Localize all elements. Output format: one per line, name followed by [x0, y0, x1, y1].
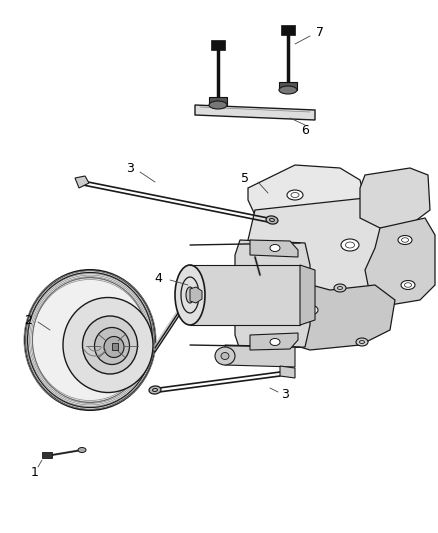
Text: 1: 1: [31, 465, 39, 479]
Ellipse shape: [82, 316, 138, 374]
Ellipse shape: [221, 352, 229, 359]
Polygon shape: [300, 265, 315, 325]
Ellipse shape: [63, 297, 153, 392]
Text: 3: 3: [281, 389, 289, 401]
Text: 2: 2: [24, 313, 32, 327]
Ellipse shape: [287, 190, 303, 200]
Ellipse shape: [398, 236, 412, 245]
Polygon shape: [279, 82, 297, 90]
Ellipse shape: [334, 284, 346, 292]
Polygon shape: [235, 240, 310, 350]
Ellipse shape: [186, 287, 194, 303]
Text: 5: 5: [241, 172, 249, 184]
Polygon shape: [245, 268, 395, 350]
Text: 7: 7: [316, 26, 324, 38]
Ellipse shape: [266, 216, 278, 224]
Polygon shape: [248, 165, 365, 215]
Polygon shape: [250, 333, 298, 350]
Ellipse shape: [356, 338, 368, 346]
Ellipse shape: [302, 305, 318, 315]
Ellipse shape: [25, 270, 155, 410]
Ellipse shape: [149, 386, 161, 394]
Polygon shape: [248, 198, 395, 295]
Polygon shape: [211, 40, 225, 50]
Ellipse shape: [209, 101, 227, 109]
Polygon shape: [112, 343, 118, 350]
Ellipse shape: [270, 245, 280, 252]
Text: 4: 4: [154, 271, 162, 285]
Polygon shape: [190, 265, 300, 325]
Polygon shape: [75, 176, 89, 188]
Ellipse shape: [270, 338, 280, 345]
Polygon shape: [190, 287, 202, 303]
Polygon shape: [225, 345, 295, 367]
Polygon shape: [250, 240, 298, 257]
Ellipse shape: [175, 265, 205, 325]
Ellipse shape: [279, 86, 297, 94]
Ellipse shape: [215, 347, 235, 365]
Ellipse shape: [104, 336, 124, 358]
Polygon shape: [280, 366, 295, 378]
Polygon shape: [365, 218, 435, 305]
Polygon shape: [42, 452, 52, 458]
Text: 3: 3: [126, 161, 134, 174]
Ellipse shape: [95, 327, 130, 365]
Ellipse shape: [78, 448, 86, 453]
Ellipse shape: [341, 239, 359, 251]
Polygon shape: [195, 105, 315, 120]
Ellipse shape: [401, 280, 415, 289]
Polygon shape: [281, 25, 295, 35]
Polygon shape: [360, 168, 430, 228]
Text: 6: 6: [301, 124, 309, 136]
Polygon shape: [209, 97, 227, 105]
